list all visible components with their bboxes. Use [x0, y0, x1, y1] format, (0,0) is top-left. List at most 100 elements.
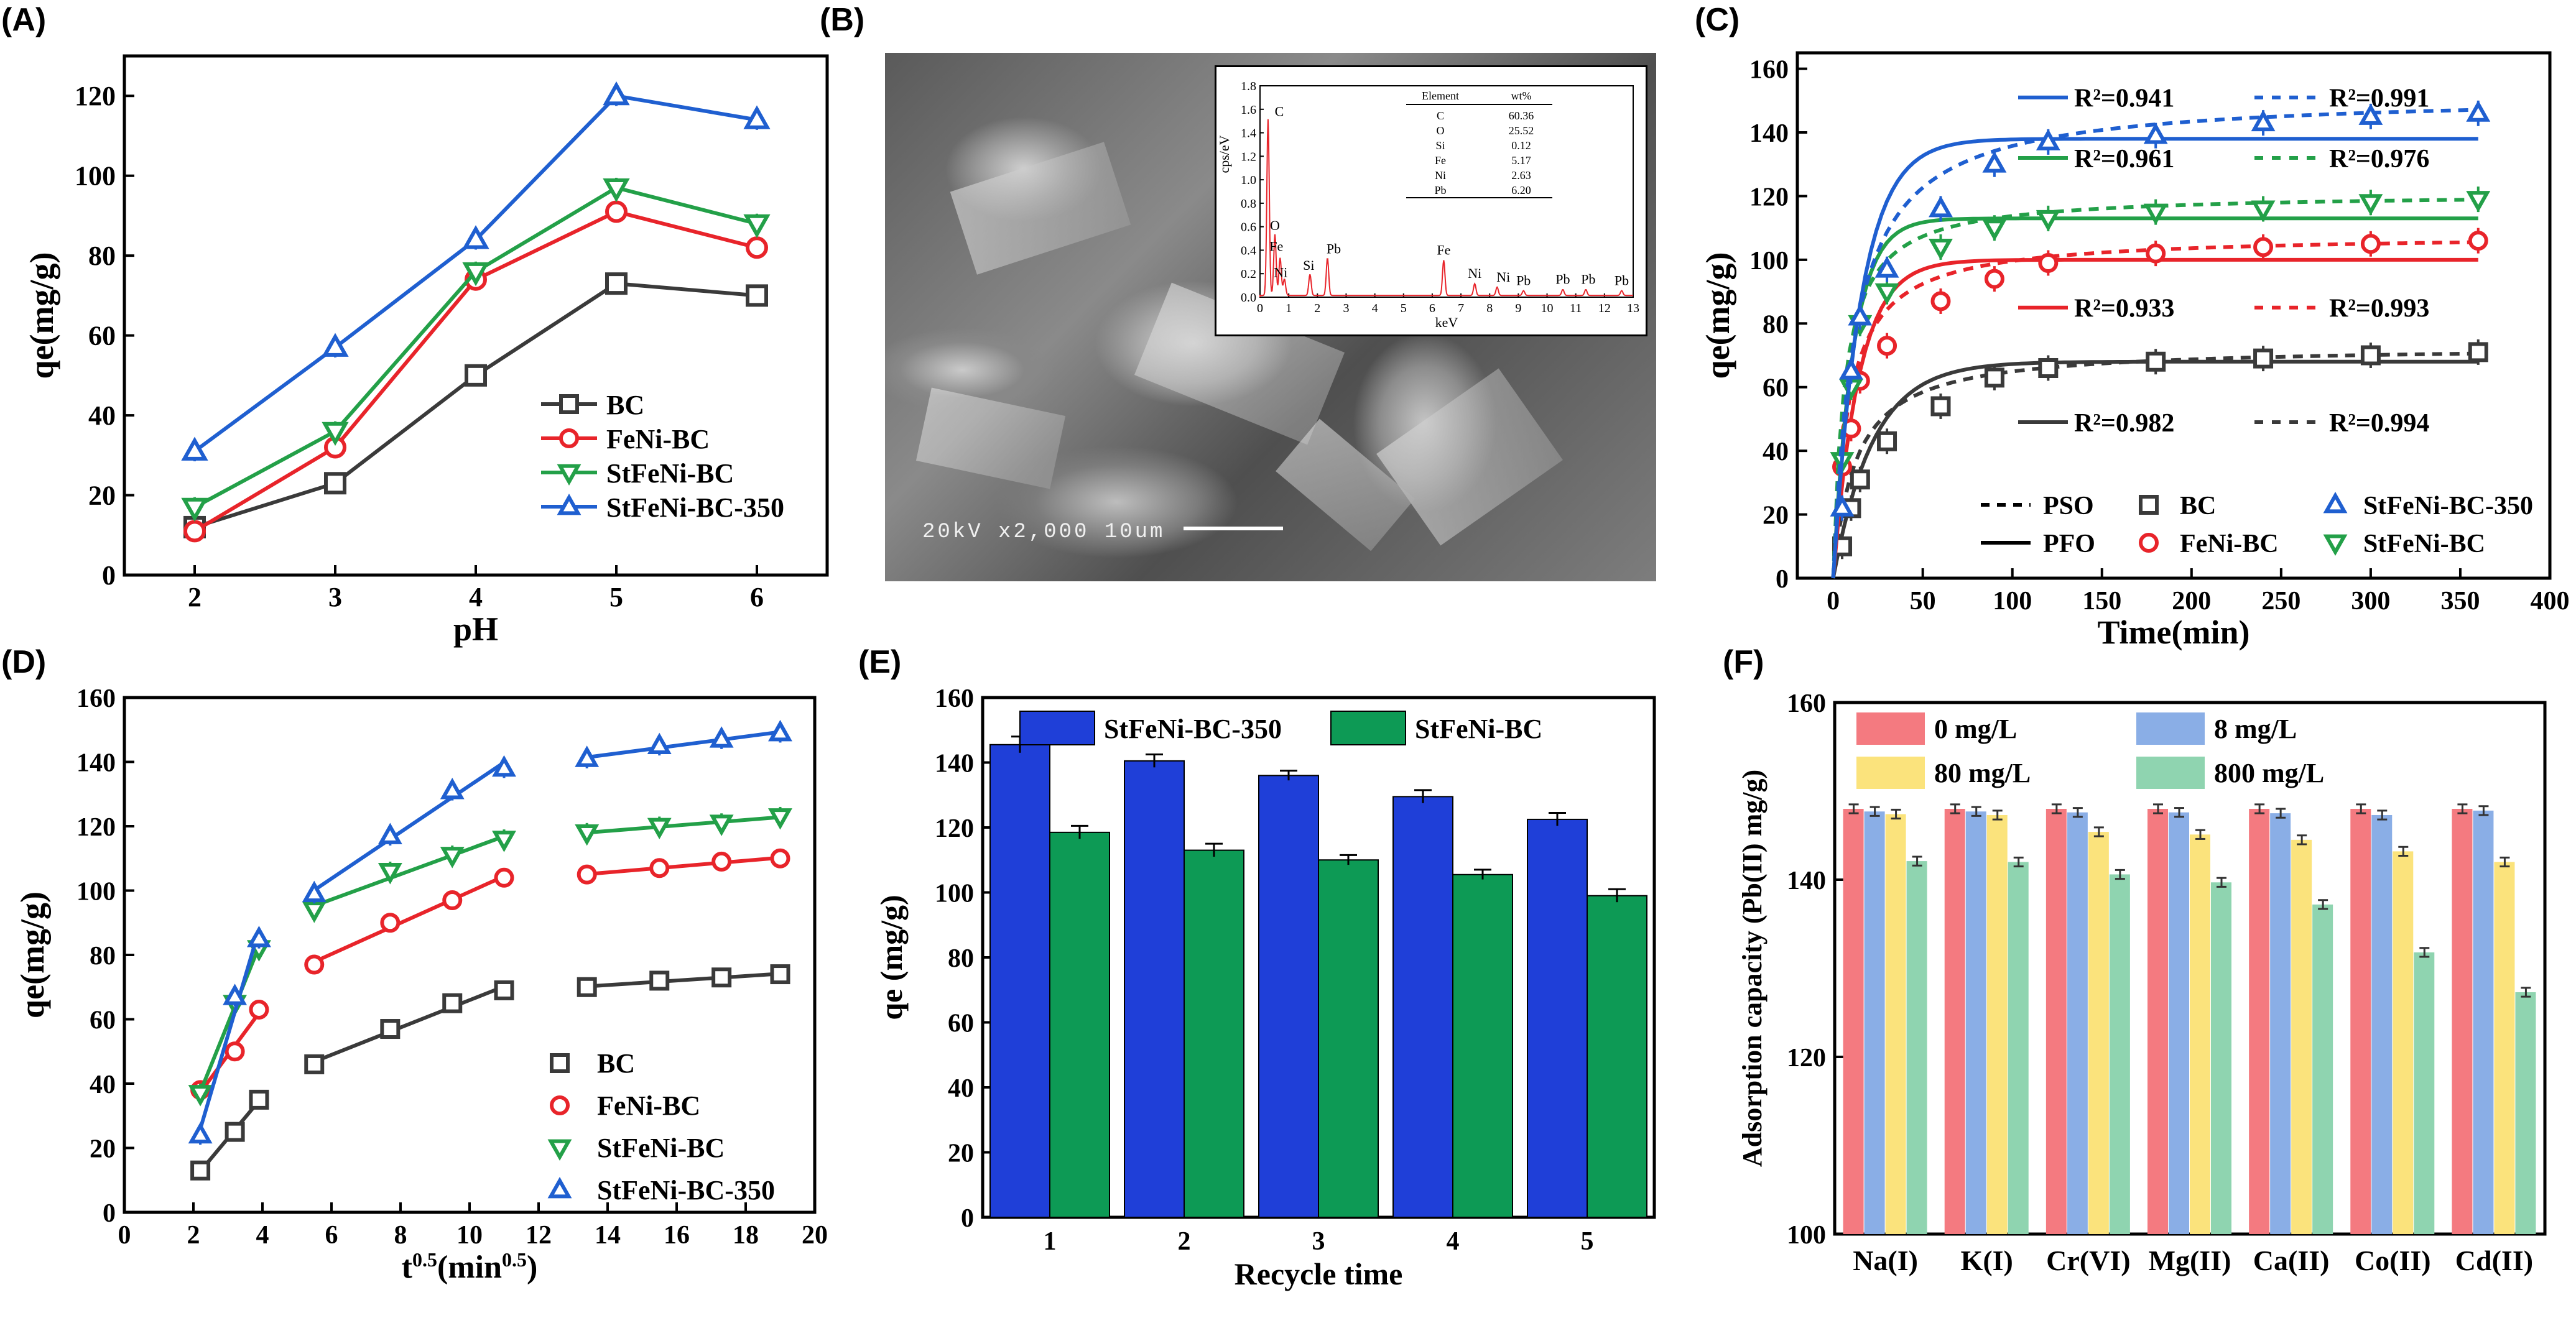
x-axis-label: Time(min): [2098, 614, 2250, 651]
data-point-StFeNi-BC: [647, 818, 672, 840]
y-tick-label: 40: [1763, 438, 1789, 466]
y-tick-label: 140: [935, 750, 974, 778]
y-tick-label: 0: [102, 560, 116, 591]
data-point-StFeNi-BC: [743, 214, 771, 239]
eds-y-tick-label: 0.6: [1241, 221, 1256, 234]
x-tick-label: 3: [1312, 1227, 1325, 1256]
x-axis-label: Recycle time: [1235, 1256, 1403, 1291]
eds-table-cell: Si: [1435, 139, 1445, 152]
y-tick-label: 0: [103, 1199, 116, 1228]
y-tick-label: 80: [948, 944, 974, 973]
y-tick-label: 120: [1787, 1044, 1826, 1072]
data-point-BC: [494, 980, 514, 1000]
eds-x-tick-label: 6: [1429, 302, 1435, 315]
bar-80-mg-L: [1885, 814, 1906, 1234]
x-tick-label: 100: [1993, 587, 2032, 615]
y-tick-label: 80: [88, 241, 116, 271]
legend-marker: [550, 1095, 570, 1115]
x-tick-label: 6: [325, 1221, 338, 1250]
legend-label: 80 mg/L: [1934, 758, 2031, 788]
data-point-StFeNi-BC-350: [603, 81, 630, 106]
fit-line-StFeNi-BC: [586, 815, 781, 835]
data-point-BC: [465, 364, 487, 387]
eds-inset: 0 1 2 3 4 5 6 7 8 9 10 11 12 13 0.0 0.2 0.4 0.6 0.8 1.0 1.2 1…: [1215, 65, 1647, 336]
data-point-FeNi-BC: [770, 848, 790, 869]
data-point-FeNi-BC: [649, 858, 670, 878]
y-axis-label: Adsorption capacity (Pb(II) mg/g): [1737, 770, 1768, 1167]
chart-e-recycle: 0 20 40 60 80 100 120 140 160 qe (mg/g) 1 2 3 4 5 Recyc…: [874, 684, 1656, 1291]
data-point-StFeNi-BC-350: [378, 823, 402, 844]
y-tick-label: 20: [90, 1135, 116, 1164]
chart-f-coexisting-ions: 100 120 140 160 Adsorption capacity (Pb(II) …: [1737, 689, 2547, 1276]
bar-800-mg-L: [2211, 882, 2231, 1234]
x-tick-label: Ca(II): [2253, 1245, 2330, 1276]
data-point-StFeNi-BC: [768, 808, 792, 830]
data-point-FeNi-BC: [2360, 234, 2381, 254]
data-point-BC: [2146, 351, 2166, 372]
data-point-StFeNi-BC: [1874, 283, 1899, 305]
x-tick-label: 150: [2082, 587, 2121, 615]
pfo-fit-StFeNi-BC: [1831, 216, 2478, 579]
y-tick-label: 100: [1749, 247, 1789, 275]
chart-c-kinetics: 0 50 100 150 200 250 300 350 400 0 20 40 60 80 100 120 1…: [1699, 51, 2570, 651]
eds-x-tick-label: 11: [1570, 302, 1582, 315]
x-axis-label: t0.5(min0.5): [402, 1248, 538, 1285]
y-axis-label: qe (mg/g): [874, 895, 909, 1020]
legend-label: StFeNi-BC-350: [1104, 714, 1282, 744]
y-tick-label: 160: [76, 684, 116, 713]
legend-label: BC: [606, 390, 644, 420]
annotation-pso-r2: R²=0.994: [2329, 409, 2429, 438]
chart-a-ph-effect: 2 3 4 5 6020406080100120pHqe(mg/g)BCFeNi-BCS…: [23, 54, 829, 648]
x-tick-label: 4: [469, 582, 483, 612]
y-tick-label: 160: [1787, 689, 1826, 718]
data-point-StFeNi-BC-350: [322, 333, 349, 357]
eds-y-tick-label: 0.2: [1241, 267, 1256, 281]
eds-x-tick-label: 3: [1343, 302, 1349, 315]
eds-peak-label: Pb: [1615, 272, 1629, 288]
y-tick-label: 120: [76, 813, 116, 842]
data-point-StFeNi-BC: [1982, 219, 2007, 241]
data-point-StFeNi-BC-350: [2466, 100, 2491, 122]
legend-label: FeNi-BC: [606, 424, 710, 454]
legend-label: PSO: [2043, 492, 2094, 520]
legend-label: BC: [597, 1048, 635, 1079]
y-tick-label: 160: [1749, 56, 1789, 85]
data-point-StFeNi-BC-350: [1838, 358, 1863, 380]
bar-0-mg-L: [1944, 809, 1965, 1234]
bar-8-mg-L: [1965, 811, 1986, 1234]
x-tick-label: 400: [2531, 587, 2570, 615]
series-line-BC: [194, 282, 758, 529]
eds-x-label: keV: [1435, 315, 1458, 330]
data-point-BC: [304, 1054, 325, 1074]
fit-line-StFeNi-BC-350: [586, 730, 781, 760]
y-tick-label: 100: [1787, 1221, 1826, 1250]
eds-y-tick-label: 1.0: [1241, 173, 1256, 187]
x-tick-label: 0: [118, 1221, 131, 1250]
legend-marker: [557, 493, 581, 515]
data-point-StFeNi-BC-350: [1848, 304, 1873, 326]
data-point-FeNi-BC: [2253, 237, 2274, 257]
bar-800-mg-L: [2109, 874, 2130, 1234]
x-tick-label: 16: [664, 1221, 690, 1250]
y-tick-label: 20: [948, 1140, 974, 1168]
y-tick-label: 120: [1749, 183, 1789, 211]
data-point-StFeNi-BC-350: [188, 1122, 213, 1144]
bar-StFeNi-BC-350: [1258, 775, 1319, 1218]
data-point-FeNi-BC: [1877, 336, 1897, 356]
data-point-FeNi-BC: [2146, 243, 2166, 264]
legend-label: StFeNi-BC-350: [597, 1175, 775, 1205]
data-point-StFeNi-BC: [1929, 238, 1953, 260]
data-point-StFeNi-BC: [2036, 210, 2060, 232]
y-tick-label: 140: [76, 749, 116, 778]
y-tick-label: 140: [1787, 867, 1826, 895]
eds-peak-label: Fe: [1437, 242, 1450, 257]
bar-80-mg-L: [2393, 851, 2414, 1234]
data-point-StFeNi-BC-350: [492, 755, 516, 777]
eds-y-tick-label: 0.0: [1241, 291, 1256, 305]
x-tick-label: 0: [1827, 587, 1840, 615]
panel-label-b: (B): [820, 2, 865, 38]
data-point-StFeNi-BC-350: [181, 436, 208, 461]
bar-800-mg-L: [2312, 904, 2333, 1234]
data-point-FeNi-BC: [711, 851, 732, 872]
data-point-BC: [2038, 358, 2059, 378]
